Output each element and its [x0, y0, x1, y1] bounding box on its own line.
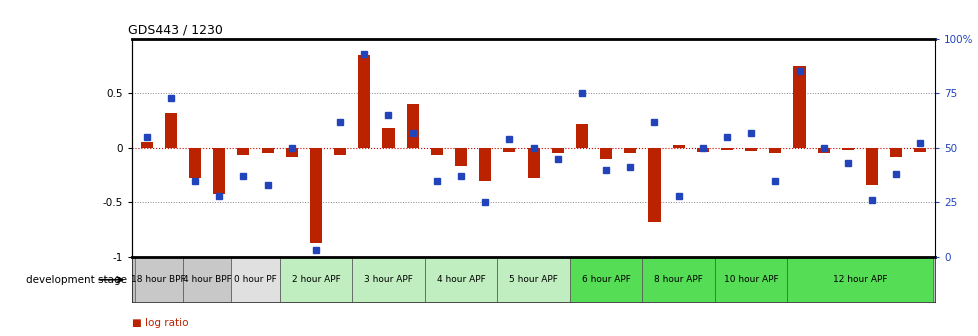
- Bar: [696, 148, 708, 152]
- Bar: [575, 124, 588, 148]
- Bar: [552, 148, 563, 153]
- Bar: [358, 55, 370, 148]
- Bar: [424, 257, 497, 302]
- Text: 12 hour APF: 12 hour APF: [832, 275, 886, 284]
- Bar: [497, 257, 569, 302]
- Bar: [642, 257, 714, 302]
- Bar: [714, 257, 786, 302]
- Text: 6 hour APF: 6 hour APF: [581, 275, 630, 284]
- Text: 0 hour PF: 0 hour PF: [234, 275, 277, 284]
- Bar: [189, 148, 200, 178]
- Bar: [352, 257, 424, 302]
- Bar: [647, 148, 660, 222]
- Bar: [286, 148, 297, 157]
- Text: 10 hour APF: 10 hour APF: [723, 275, 778, 284]
- Bar: [213, 148, 225, 194]
- Text: 2 hour APF: 2 hour APF: [291, 275, 340, 284]
- Bar: [406, 104, 419, 148]
- Bar: [164, 113, 177, 148]
- Bar: [600, 148, 611, 159]
- Text: GDS443 / 1230: GDS443 / 1230: [128, 23, 223, 36]
- Bar: [841, 148, 853, 150]
- Bar: [793, 66, 805, 148]
- Bar: [866, 148, 877, 185]
- Bar: [720, 148, 733, 150]
- Text: 4 hour APF: 4 hour APF: [436, 275, 485, 284]
- Text: 8 hour APF: 8 hour APF: [653, 275, 702, 284]
- Bar: [478, 148, 491, 181]
- Bar: [183, 257, 231, 302]
- Bar: [134, 257, 183, 302]
- Bar: [261, 148, 273, 153]
- Bar: [503, 148, 514, 152]
- Bar: [913, 148, 925, 152]
- Bar: [672, 144, 684, 148]
- Bar: [455, 148, 467, 166]
- Bar: [333, 148, 346, 156]
- Text: 4 hour BPF: 4 hour BPF: [183, 275, 231, 284]
- Text: development stage: development stage: [26, 275, 127, 285]
- Bar: [382, 128, 394, 148]
- Text: 5 hour APF: 5 hour APF: [509, 275, 557, 284]
- Bar: [744, 148, 756, 151]
- Bar: [430, 148, 442, 156]
- Bar: [624, 148, 636, 153]
- Bar: [569, 257, 642, 302]
- Bar: [769, 148, 780, 153]
- Bar: [889, 148, 902, 157]
- Bar: [237, 148, 249, 156]
- Bar: [786, 257, 932, 302]
- Text: 18 hour BPF: 18 hour BPF: [131, 275, 186, 284]
- Bar: [527, 148, 539, 178]
- Text: 3 hour APF: 3 hour APF: [364, 275, 413, 284]
- Text: ■ log ratio: ■ log ratio: [132, 318, 189, 328]
- Bar: [817, 148, 829, 153]
- Bar: [141, 142, 153, 148]
- Bar: [231, 257, 280, 302]
- Bar: [280, 257, 352, 302]
- Bar: [310, 148, 322, 243]
